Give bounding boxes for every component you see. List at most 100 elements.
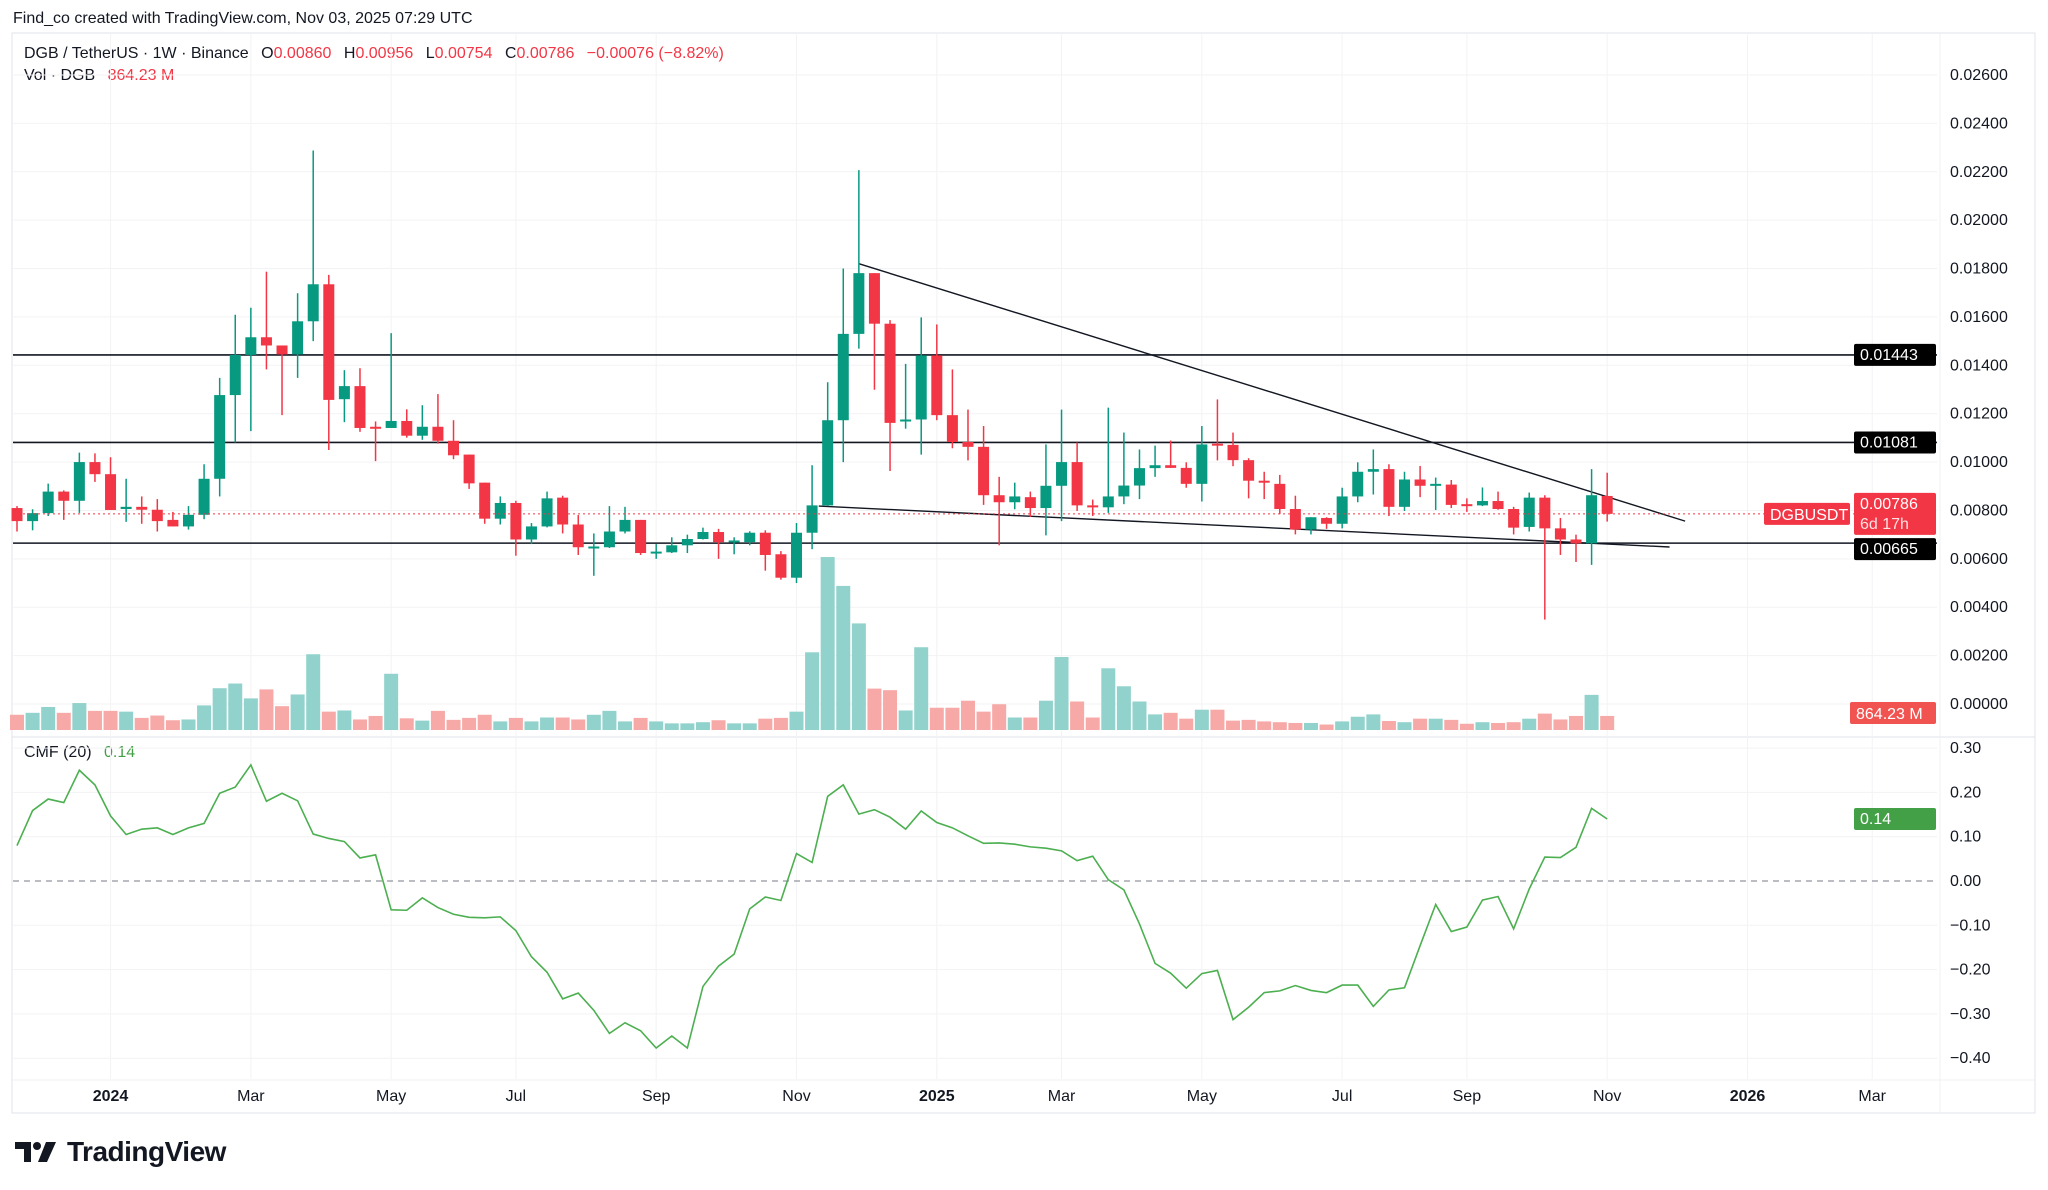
candle-body [1118,485,1130,497]
candle-body [292,321,304,355]
candle-body [681,539,693,546]
candle-body [73,462,85,501]
volume-tag: 864.23 M [1856,706,1923,723]
volume-bar [384,673,399,730]
candle-body [619,519,631,532]
candle-body [572,524,584,548]
price-tick-label: 0.00000 [1950,696,2008,713]
level-price-tag-bg [1854,343,1936,366]
candle-body [1133,468,1145,486]
volume-bar [649,721,664,730]
trendline[interactable] [818,505,1670,548]
cmf-axis[interactable]: 0.30 0.20 0.10 0.00 −0.10 −0.20 −0.30 −0.40 [1950,740,1991,1067]
volume-bar [727,723,742,730]
time-axis[interactable]: 2024 Mar May Jul Sep Nov 2025 Mar May Jul Sep Nov 20… [93,1088,1887,1105]
candle-body [1554,528,1566,540]
candle-body [1352,471,1364,497]
candle-body [1476,501,1488,506]
volume-bar [493,721,508,730]
symbol-title[interactable]: DGB / TetherUS · 1W · Binance [24,45,249,62]
candle-body [697,531,709,540]
candle-body [1461,504,1473,507]
volume-bar [1085,717,1100,730]
candle-body [448,440,460,456]
open-value: 0.00860 [273,45,332,62]
volume-bar [836,585,851,730]
price-tick-label: 0.02000 [1950,212,2008,229]
volume-bar [586,714,601,730]
candle-body [1321,517,1333,524]
volume-bar [1522,718,1537,730]
volume-bar [1381,721,1396,730]
candle-body [416,426,428,436]
candle-body [775,554,787,578]
trendline[interactable] [858,263,1686,522]
volume-bar [945,707,960,730]
volume-bar [1116,686,1131,730]
candle-body [588,546,600,549]
symbol-legend: DGB / TetherUS · 1W · Binance O0.00860 H… [24,45,724,63]
level-price-tag: 0.01443 [1860,347,1918,364]
volume-bar [352,719,367,730]
price-tick-label: 0.00200 [1950,648,2008,665]
price-tick-label: 0.02400 [1950,115,2008,132]
volume-bar [898,710,913,730]
candle-body [713,531,725,543]
candle-body [806,505,818,533]
price-tick-label: 0.01200 [1950,406,2008,423]
volume-bar [72,703,87,730]
candle-body [182,514,194,527]
candle-body [432,426,444,441]
high-value: 0.00956 [355,45,414,62]
volume-bar [1272,722,1287,730]
candle-body [1056,462,1068,486]
volume-bar [1007,717,1022,730]
time-tick-label: Sep [642,1088,671,1105]
volume-bar [1226,720,1241,730]
volume-bar [1319,724,1334,730]
candle-body [479,482,491,519]
volume-bar [1600,715,1615,730]
volume-bar [555,717,570,730]
trendlines[interactable] [818,263,1686,548]
candle-body [525,526,537,540]
high-label: H [343,45,356,62]
candle-body [603,531,615,548]
candle-body [42,491,54,514]
horizontal-levels[interactable] [13,354,1937,544]
last-price-tag-bg [1854,492,1936,535]
candle-body [666,545,678,553]
volume-bar [290,694,305,730]
volume-bar [462,717,477,730]
candle-body [120,506,132,510]
candle-body [635,519,647,554]
symbol-tag-bg [1764,502,1850,525]
volume-bar [399,718,414,730]
price-tick-label: 0.02200 [1950,164,2008,181]
volume-bar [306,654,321,730]
candle-body [1445,484,1457,505]
candle-body [1243,460,1255,481]
cmf-tick-label: −0.40 [1950,1050,1991,1067]
volume-bar [1569,715,1583,730]
volume-bar [10,714,24,730]
candle-body [276,345,288,355]
volume-bar [119,711,134,730]
attribution-header: Find_co created with TradingView.com, No… [13,10,473,27]
volume-bar [1148,714,1163,730]
tradingview-logo[interactable]: TradingView [15,1136,226,1168]
volume-bar [1350,716,1365,730]
candle-body [1009,496,1021,503]
candle-body [1087,505,1099,508]
time-tick-label: May [1187,1088,1217,1105]
candle-body [1196,444,1208,484]
volume-bar [1413,718,1428,730]
cmf-tag-bg [1854,807,1936,830]
volume-bar [1303,722,1318,730]
low-value: 0.00754 [434,45,493,62]
candle-body [868,273,880,324]
volume-bar [1070,701,1085,730]
time-tick-label: Nov [782,1088,810,1105]
price-axis[interactable]: 0.02600 0.02400 0.02200 0.02000 0.01800 0.016… [1950,67,2008,713]
